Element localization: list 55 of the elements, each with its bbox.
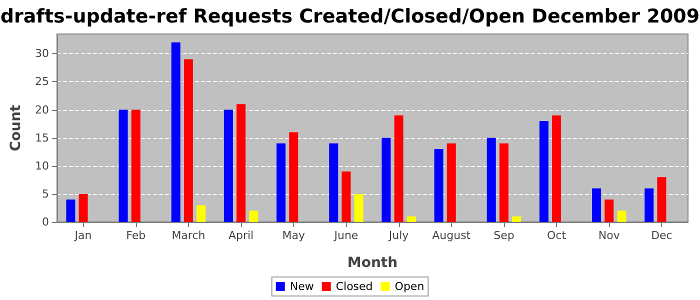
y-tick-label: 5	[42, 187, 49, 200]
bar	[592, 188, 602, 222]
bar	[552, 115, 562, 222]
y-tick-label: 10	[35, 159, 49, 172]
legend-label: Open	[394, 280, 424, 293]
bar	[446, 143, 456, 222]
bar	[644, 188, 654, 222]
bar	[604, 200, 614, 222]
legend-label: Closed	[336, 280, 373, 293]
bar	[354, 194, 364, 222]
y-tick-label: 25	[35, 75, 49, 88]
x-tick-label: July	[388, 229, 410, 242]
legend-label: New	[290, 280, 314, 293]
bar	[196, 205, 206, 222]
bar	[224, 110, 233, 222]
y-tick-label: 15	[35, 131, 49, 144]
x-tick-label: April	[228, 229, 254, 242]
x-tick-label: March	[172, 229, 206, 242]
bar	[276, 143, 286, 222]
bar	[434, 149, 444, 222]
y-tick-label: 30	[35, 47, 49, 60]
bar	[486, 138, 496, 222]
bar	[342, 171, 351, 222]
bar	[539, 120, 548, 222]
bar	[382, 138, 391, 222]
bar	[406, 216, 416, 222]
x-tick-label: Dec	[651, 229, 672, 242]
bar	[657, 177, 666, 222]
x-tick-label: Jan	[74, 229, 92, 242]
bar	[329, 143, 338, 222]
x-tick-label: Feb	[126, 229, 146, 242]
bar	[118, 110, 128, 222]
bar	[171, 42, 180, 222]
bar	[184, 59, 193, 222]
chart-title: drafts-update-ref Requests Created/Closed/Open December 2009	[0, 6, 700, 28]
bar	[617, 210, 626, 222]
x-tick-label: Nov	[598, 229, 620, 242]
x-tick-label: June	[333, 229, 358, 242]
y-tick-label: 0	[42, 216, 49, 228]
bar	[131, 110, 140, 222]
bar	[249, 210, 258, 222]
x-tick-label: Oct	[547, 229, 567, 242]
x-tick-label: May	[282, 229, 306, 242]
y-axis-title: Count	[8, 104, 24, 152]
bar	[236, 104, 246, 222]
x-tick-label: August	[432, 229, 472, 242]
bar	[499, 143, 508, 222]
bar	[512, 216, 522, 222]
bar	[66, 200, 76, 222]
x-tick-label: Sep	[494, 229, 514, 242]
bar	[289, 132, 298, 222]
bar	[78, 194, 88, 222]
y-tick-label: 20	[35, 103, 49, 116]
x-axis-title: Month	[347, 255, 398, 271]
bar	[394, 115, 404, 222]
